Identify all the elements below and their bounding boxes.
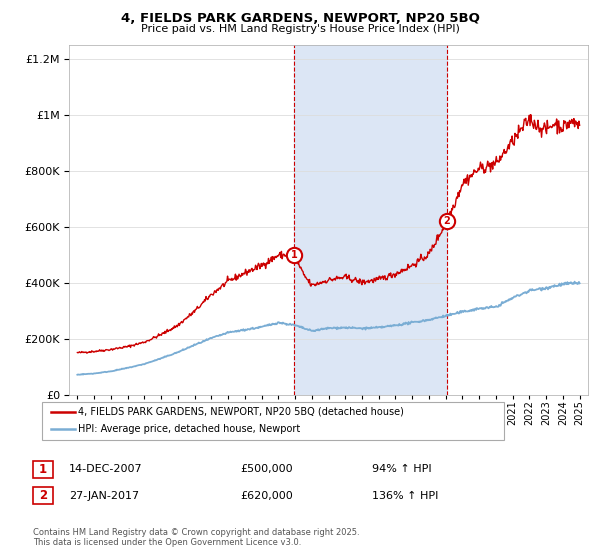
Text: 4, FIELDS PARK GARDENS, NEWPORT, NP20 5BQ: 4, FIELDS PARK GARDENS, NEWPORT, NP20 5B… [121, 12, 479, 25]
Text: Contains HM Land Registry data © Crown copyright and database right 2025.
This d: Contains HM Land Registry data © Crown c… [33, 528, 359, 547]
4, FIELDS PARK GARDENS, NEWPORT, NP20 5BQ (detached house) [216, 284, 223, 291]
HPI: Average price, detached house, Newport: (2.02e+03, 3.98e+05): Average price, detached house, Newport: … [576, 280, 583, 287]
4, FIELDS PARK GARDENS, NEWPORT, NP20 5BQ (detached house) [74, 349, 81, 356]
HPI: Average price, detached house, Newport: (2.02e+03, 4.04e+05): Average price, detached house, Newport: … [571, 278, 578, 285]
Text: 136% ↑ HPI: 136% ↑ HPI [372, 491, 439, 501]
Line: 4, FIELDS PARK GARDENS, NEWPORT, NP20 5BQ (detached house): 4, FIELDS PARK GARDENS, NEWPORT, NP20 5B… [77, 115, 580, 353]
Text: 14-DEC-2007: 14-DEC-2007 [69, 464, 143, 474]
Text: £500,000: £500,000 [240, 464, 293, 474]
HPI: Average price, detached house, Newport: (2.01e+03, 2.54e+05): Average price, detached house, Newport: … [404, 320, 411, 327]
Text: £620,000: £620,000 [240, 491, 293, 501]
4, FIELDS PARK GARDENS, NEWPORT, NP20 5BQ (detached house) [527, 111, 535, 118]
HPI: Average price, detached house, Newport: (2.02e+03, 3.76e+05): Average price, detached house, Newport: … [526, 286, 533, 293]
Line: HPI: Average price, detached house, Newport: HPI: Average price, detached house, Newp… [77, 282, 580, 375]
Text: 1: 1 [39, 463, 47, 476]
Text: 94% ↑ HPI: 94% ↑ HPI [372, 464, 431, 474]
4, FIELDS PARK GARDENS, NEWPORT, NP20 5BQ (detached house) [233, 273, 241, 279]
4, FIELDS PARK GARDENS, NEWPORT, NP20 5BQ (detached house) [528, 118, 535, 125]
4, FIELDS PARK GARDENS, NEWPORT, NP20 5BQ (detached house) [404, 261, 412, 268]
Text: HPI: Average price, detached house, Newport: HPI: Average price, detached house, Newp… [78, 424, 300, 435]
Text: 27-JAN-2017: 27-JAN-2017 [69, 491, 139, 501]
Text: 2: 2 [443, 216, 450, 226]
Text: 1: 1 [291, 250, 298, 260]
Text: 2: 2 [39, 489, 47, 502]
4, FIELDS PARK GARDENS, NEWPORT, NP20 5BQ (detached house) [576, 122, 583, 129]
HPI: Average price, detached house, Newport: (2e+03, 7.17e+04): Average price, detached house, Newport: … [74, 371, 81, 378]
4, FIELDS PARK GARDENS, NEWPORT, NP20 5BQ (detached house) [466, 176, 473, 183]
Bar [294, 45, 447, 395]
HPI: Average price, detached house, Newport: (2e+03, 2.11e+05): Average price, detached house, Newport: … [215, 332, 223, 339]
HPI: Average price, detached house, Newport: (2e+03, 2.25e+05): Average price, detached house, Newport: … [233, 328, 240, 335]
4, FIELDS PARK GARDENS, NEWPORT, NP20 5BQ (detached house) [197, 302, 205, 309]
HPI: Average price, detached house, Newport: (2e+03, 1.85e+05): Average price, detached house, Newport: … [197, 339, 204, 346]
Text: 4, FIELDS PARK GARDENS, NEWPORT, NP20 5BQ (detached house): 4, FIELDS PARK GARDENS, NEWPORT, NP20 5B… [78, 407, 404, 417]
4, FIELDS PARK GARDENS, NEWPORT, NP20 5BQ (detached house) [83, 350, 91, 357]
HPI: Average price, detached house, Newport: (2.02e+03, 2.99e+05): Average price, detached house, Newport: … [464, 308, 472, 315]
Text: Price paid vs. HM Land Registry's House Price Index (HPI): Price paid vs. HM Land Registry's House … [140, 24, 460, 34]
